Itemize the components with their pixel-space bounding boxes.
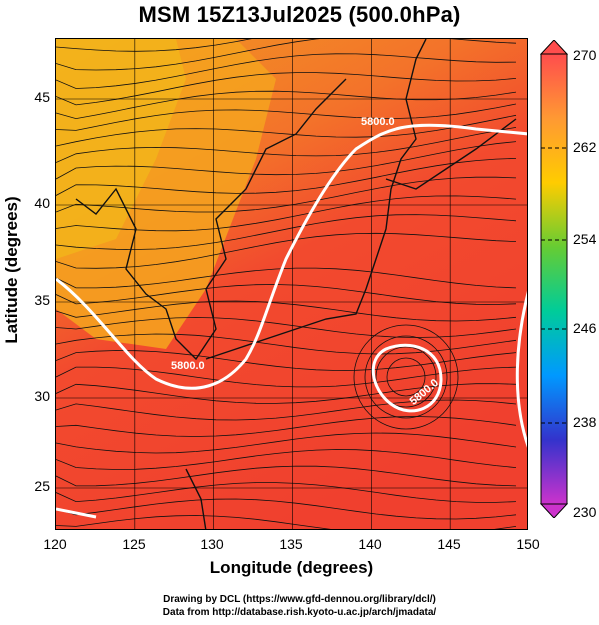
streamline: [56, 72, 517, 106]
streamline: [56, 333, 517, 355]
x-tick: 135: [279, 536, 303, 552]
x-tick: 130: [200, 536, 224, 552]
y-tick: 25: [34, 478, 50, 494]
colorbar-bottom-arrow: [540, 503, 568, 518]
streamline: [56, 432, 517, 454]
colorbar-top-arrow: [540, 40, 568, 55]
x-tick: 145: [437, 536, 461, 552]
x-tick: 150: [516, 536, 540, 552]
streamline: [56, 350, 517, 371]
streamline: [56, 465, 517, 487]
y-tick: 45: [34, 89, 50, 105]
streamlines: [56, 39, 517, 529]
credit-data-source: Data from http://database.rish.kyoto-u.a…: [162, 607, 437, 618]
streamline: [56, 214, 517, 250]
streamline: [56, 300, 517, 322]
streamline: [56, 90, 517, 120]
contour-label: 5800.0: [171, 360, 205, 372]
streamline: [56, 515, 517, 529]
streamline: [56, 498, 517, 520]
circulation-streamline: [386, 357, 426, 397]
colorbar-tick-marks: [541, 147, 567, 424]
colorbar-tick: 262: [573, 139, 597, 155]
x-tick: 140: [358, 536, 382, 552]
streamline: [56, 39, 252, 52]
lat-lon-grid: [56, 39, 527, 529]
streamline: [56, 176, 517, 213]
contour-5800: [56, 123, 527, 519]
streamline: [56, 449, 517, 470]
colorbar-tick: 254: [573, 231, 597, 247]
colorbar-tick: 246: [573, 320, 597, 336]
x-tick: 120: [43, 536, 67, 552]
map-plot: 5800.0 5800.0 5800.0: [55, 38, 528, 530]
streamline: [56, 267, 517, 289]
colorbar-tick: 230: [573, 504, 597, 520]
streamline: [56, 399, 517, 421]
colorbar-gradient: [540, 53, 568, 505]
x-tick: 125: [122, 536, 146, 552]
streamline: [56, 39, 517, 71]
y-axis-label: Latitude (degrees): [2, 196, 21, 344]
streamline: [56, 158, 517, 196]
streamline: [56, 127, 517, 163]
circulation-streamline: [353, 324, 459, 430]
colorbar-tick: 238: [573, 414, 597, 430]
map-title: MSM 15Z13Jul2025 (500.0hPa): [138, 2, 461, 27]
y-tick: 40: [34, 195, 50, 211]
streamline: [56, 195, 517, 232]
streamline: [56, 53, 517, 89]
credit-dcl: Drawing by DCL (https://www.gfd-dennou.o…: [163, 594, 436, 605]
streamline: [56, 114, 517, 147]
circulation-streamline: [375, 346, 437, 408]
streamline: [56, 232, 517, 269]
streamline: [56, 141, 517, 180]
contour-label: 5800.0: [361, 116, 395, 128]
y-tick: 30: [34, 388, 50, 404]
streamline: [56, 482, 517, 503]
x-axis-label: Longitude (degrees): [209, 558, 374, 577]
circulation-streamline: [364, 335, 448, 419]
streamline: [56, 103, 517, 131]
coastlines: [75, 39, 517, 529]
colorbar: [540, 40, 568, 518]
colorbar-tick: 270: [573, 47, 597, 63]
y-tick: 35: [34, 292, 50, 308]
